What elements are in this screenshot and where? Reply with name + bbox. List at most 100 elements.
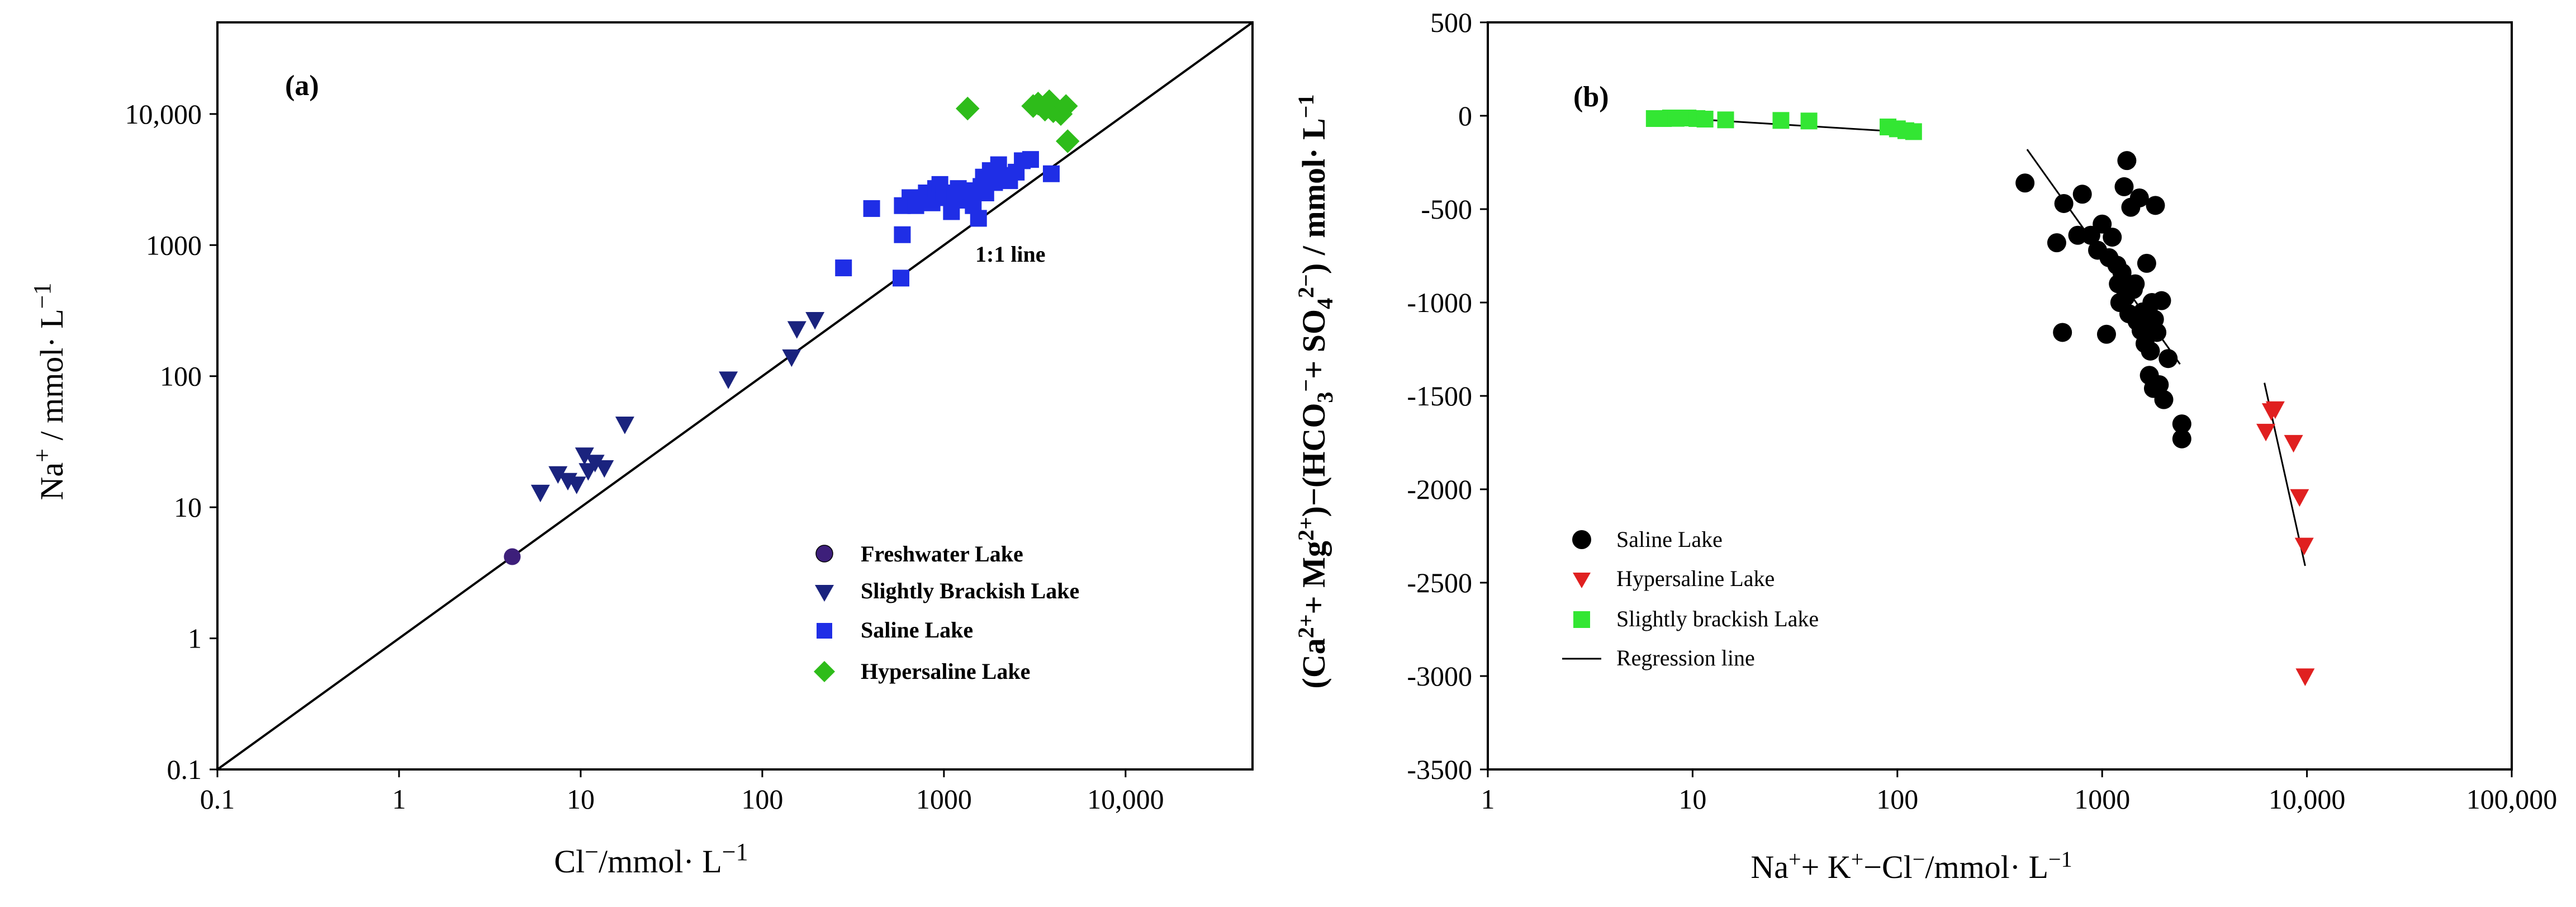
point-saline-lake <box>835 259 852 277</box>
x-tick-label: 10,000 <box>1087 783 1164 815</box>
legend-b-marker-saline <box>1572 530 1591 549</box>
point-hypersaline-lake <box>1054 94 1078 118</box>
point-slightly-brackish-lake <box>1772 112 1790 129</box>
x-tick-label: 1000 <box>916 783 972 815</box>
legend-a-label-saline: Saline Lake <box>861 617 973 643</box>
panel-b-regression-lines <box>1654 116 2306 566</box>
x-tick-label: 1 <box>1481 783 1495 815</box>
point-slightly-brackish-lake <box>1905 123 1922 140</box>
y-tick-label: -2500 <box>1407 567 1472 598</box>
y-tick-label: 1000 <box>146 229 202 261</box>
point-hypersaline-lake <box>2295 668 2315 686</box>
point-hypersaline-lake <box>2265 401 2285 419</box>
y-tick-label: -3000 <box>1407 660 1472 692</box>
y-tick-label: -2000 <box>1407 474 1472 505</box>
x-tick-label: 10 <box>1678 783 1706 815</box>
point-hypersaline-lake <box>2294 537 2314 556</box>
point-saline-lake <box>894 226 911 243</box>
point-saline-lake <box>2068 225 2088 245</box>
point-slightly-brackish-lake <box>787 321 807 339</box>
legend-b-label-hypersaline: Hypersaline Lake <box>1616 566 1775 591</box>
point-saline-lake <box>2112 263 2132 282</box>
legend-a-label-slightly-brackish: Slightly Brackish Lake <box>861 578 1079 603</box>
x-tick-label: 10 <box>567 783 595 815</box>
point-saline-lake <box>893 270 910 287</box>
panel-a-legend: Freshwater Lake Slightly Brackish Lake S… <box>814 541 1079 684</box>
point-hypersaline-lake <box>1056 129 1080 153</box>
x-tick-label: 0.1 <box>200 783 235 815</box>
one-to-one-line <box>217 22 1253 769</box>
point-freshwater-lake <box>504 548 521 565</box>
panel-b-ticks: 1 10 100 1000 10,000 100,000 500 0 -500 -1000 -150… <box>1407 7 2557 815</box>
panel-a-marks <box>504 89 1080 565</box>
point-saline-lake <box>2103 228 2122 247</box>
point-saline-lake <box>2015 173 2035 193</box>
y-tick-label: 10,000 <box>125 98 202 130</box>
point-slightly-brackish-lake <box>530 484 550 503</box>
point-saline-lake <box>2126 274 2145 294</box>
legend-a-marker-hypersaline <box>814 661 835 682</box>
legend-a-marker-slightly-brackish <box>815 585 834 602</box>
one-to-one-line-label: 1:1 line <box>975 242 1046 267</box>
panel-a-y-axis-label: Na+ / mmol· L−1 <box>29 283 70 500</box>
panel-b-y-axis-label: (Ca2++ Mg2+)−(HCO3−+ SO42−) / mmol· L−1 <box>1293 95 1337 689</box>
point-slightly-brackish-lake <box>719 371 738 389</box>
panel-b-frame <box>1487 21 2513 771</box>
legend-b-marker-slightly-brackish <box>1573 611 1590 628</box>
legend-a-label-freshwater: Freshwater Lake <box>861 541 1023 566</box>
point-saline-lake <box>2172 414 2191 434</box>
point-saline-lake <box>2047 233 2066 253</box>
point-saline-lake <box>2096 324 2116 344</box>
point-hypersaline-lake <box>2290 489 2309 507</box>
y-tick-label: -3500 <box>1407 754 1472 785</box>
point-slightly-brackish-lake <box>595 460 614 478</box>
point-saline-lake <box>2137 253 2156 273</box>
point-slightly-brackish-lake <box>1717 111 1734 129</box>
point-saline-lake <box>2172 429 2191 448</box>
y-tick-label: -1500 <box>1407 380 1472 412</box>
point-saline-lake <box>2114 177 2134 196</box>
y-tick-label: 1 <box>188 623 202 654</box>
point-slightly-brackish-lake <box>585 455 605 473</box>
point-saline-lake <box>2147 323 2167 342</box>
y-tick-label: 0 <box>1458 100 1472 131</box>
point-saline-lake <box>1022 151 1039 168</box>
point-hypersaline-lake <box>2284 434 2303 453</box>
x-tick-label: 100,000 <box>2466 783 2558 815</box>
point-saline-lake <box>2054 193 2074 213</box>
point-slightly-brackish-lake <box>805 311 825 330</box>
point-saline-lake <box>2146 196 2165 215</box>
legend-a-marker-freshwater <box>815 545 833 563</box>
x-tick-label: 100 <box>1876 783 1918 815</box>
panel-b: 1 10 100 1000 10,000 100,000 500 0 -500 -1000 -150… <box>1293 7 2557 885</box>
point-saline-lake <box>2129 188 2149 207</box>
legend-b-label-saline: Saline Lake <box>1616 527 1723 552</box>
panel-a-x-axis-label: Cl−/mmol· L−1 <box>554 838 748 880</box>
panel-b-legend: Saline Lake Hypersaline Lake Slightly br… <box>1562 527 1819 670</box>
point-saline-lake <box>2154 390 2174 409</box>
panel-b-x-axis-label: Na++ K+−Cl−/mmol· L−1 <box>1750 847 2072 885</box>
point-slightly-brackish-lake <box>1696 111 1714 128</box>
x-tick-label: 100 <box>741 783 783 815</box>
panel-b-label: (b) <box>1573 81 1609 113</box>
point-slightly-brackish-lake <box>615 417 634 434</box>
point-saline-lake <box>2152 291 2171 310</box>
point-saline-lake <box>2141 341 2160 361</box>
y-tick-label: 10 <box>174 492 202 523</box>
point-saline-lake <box>2117 151 2137 171</box>
point-slightly-brackish-lake <box>567 476 586 494</box>
legend-a-label-hypersaline: Hypersaline Lake <box>861 659 1030 684</box>
point-saline-lake <box>2053 323 2072 342</box>
point-saline-lake <box>2093 214 2112 234</box>
point-saline-lake <box>863 200 880 217</box>
point-hypersaline-lake <box>955 96 980 121</box>
panel-a-frame <box>216 21 1254 771</box>
panel-a: 0.1 1 10 100 1000 10,000 0.1 1 10 100 1000 10,000 (… <box>29 21 1254 880</box>
point-saline-lake <box>2158 349 2178 369</box>
x-tick-label: 1000 <box>2074 783 2130 815</box>
y-tick-label: 100 <box>160 361 202 392</box>
legend-b-marker-hypersaline <box>1573 573 1591 588</box>
panel-a-label: (a) <box>285 70 319 102</box>
point-saline-lake <box>2072 185 2092 204</box>
panel-b-marks <box>1645 110 2315 686</box>
